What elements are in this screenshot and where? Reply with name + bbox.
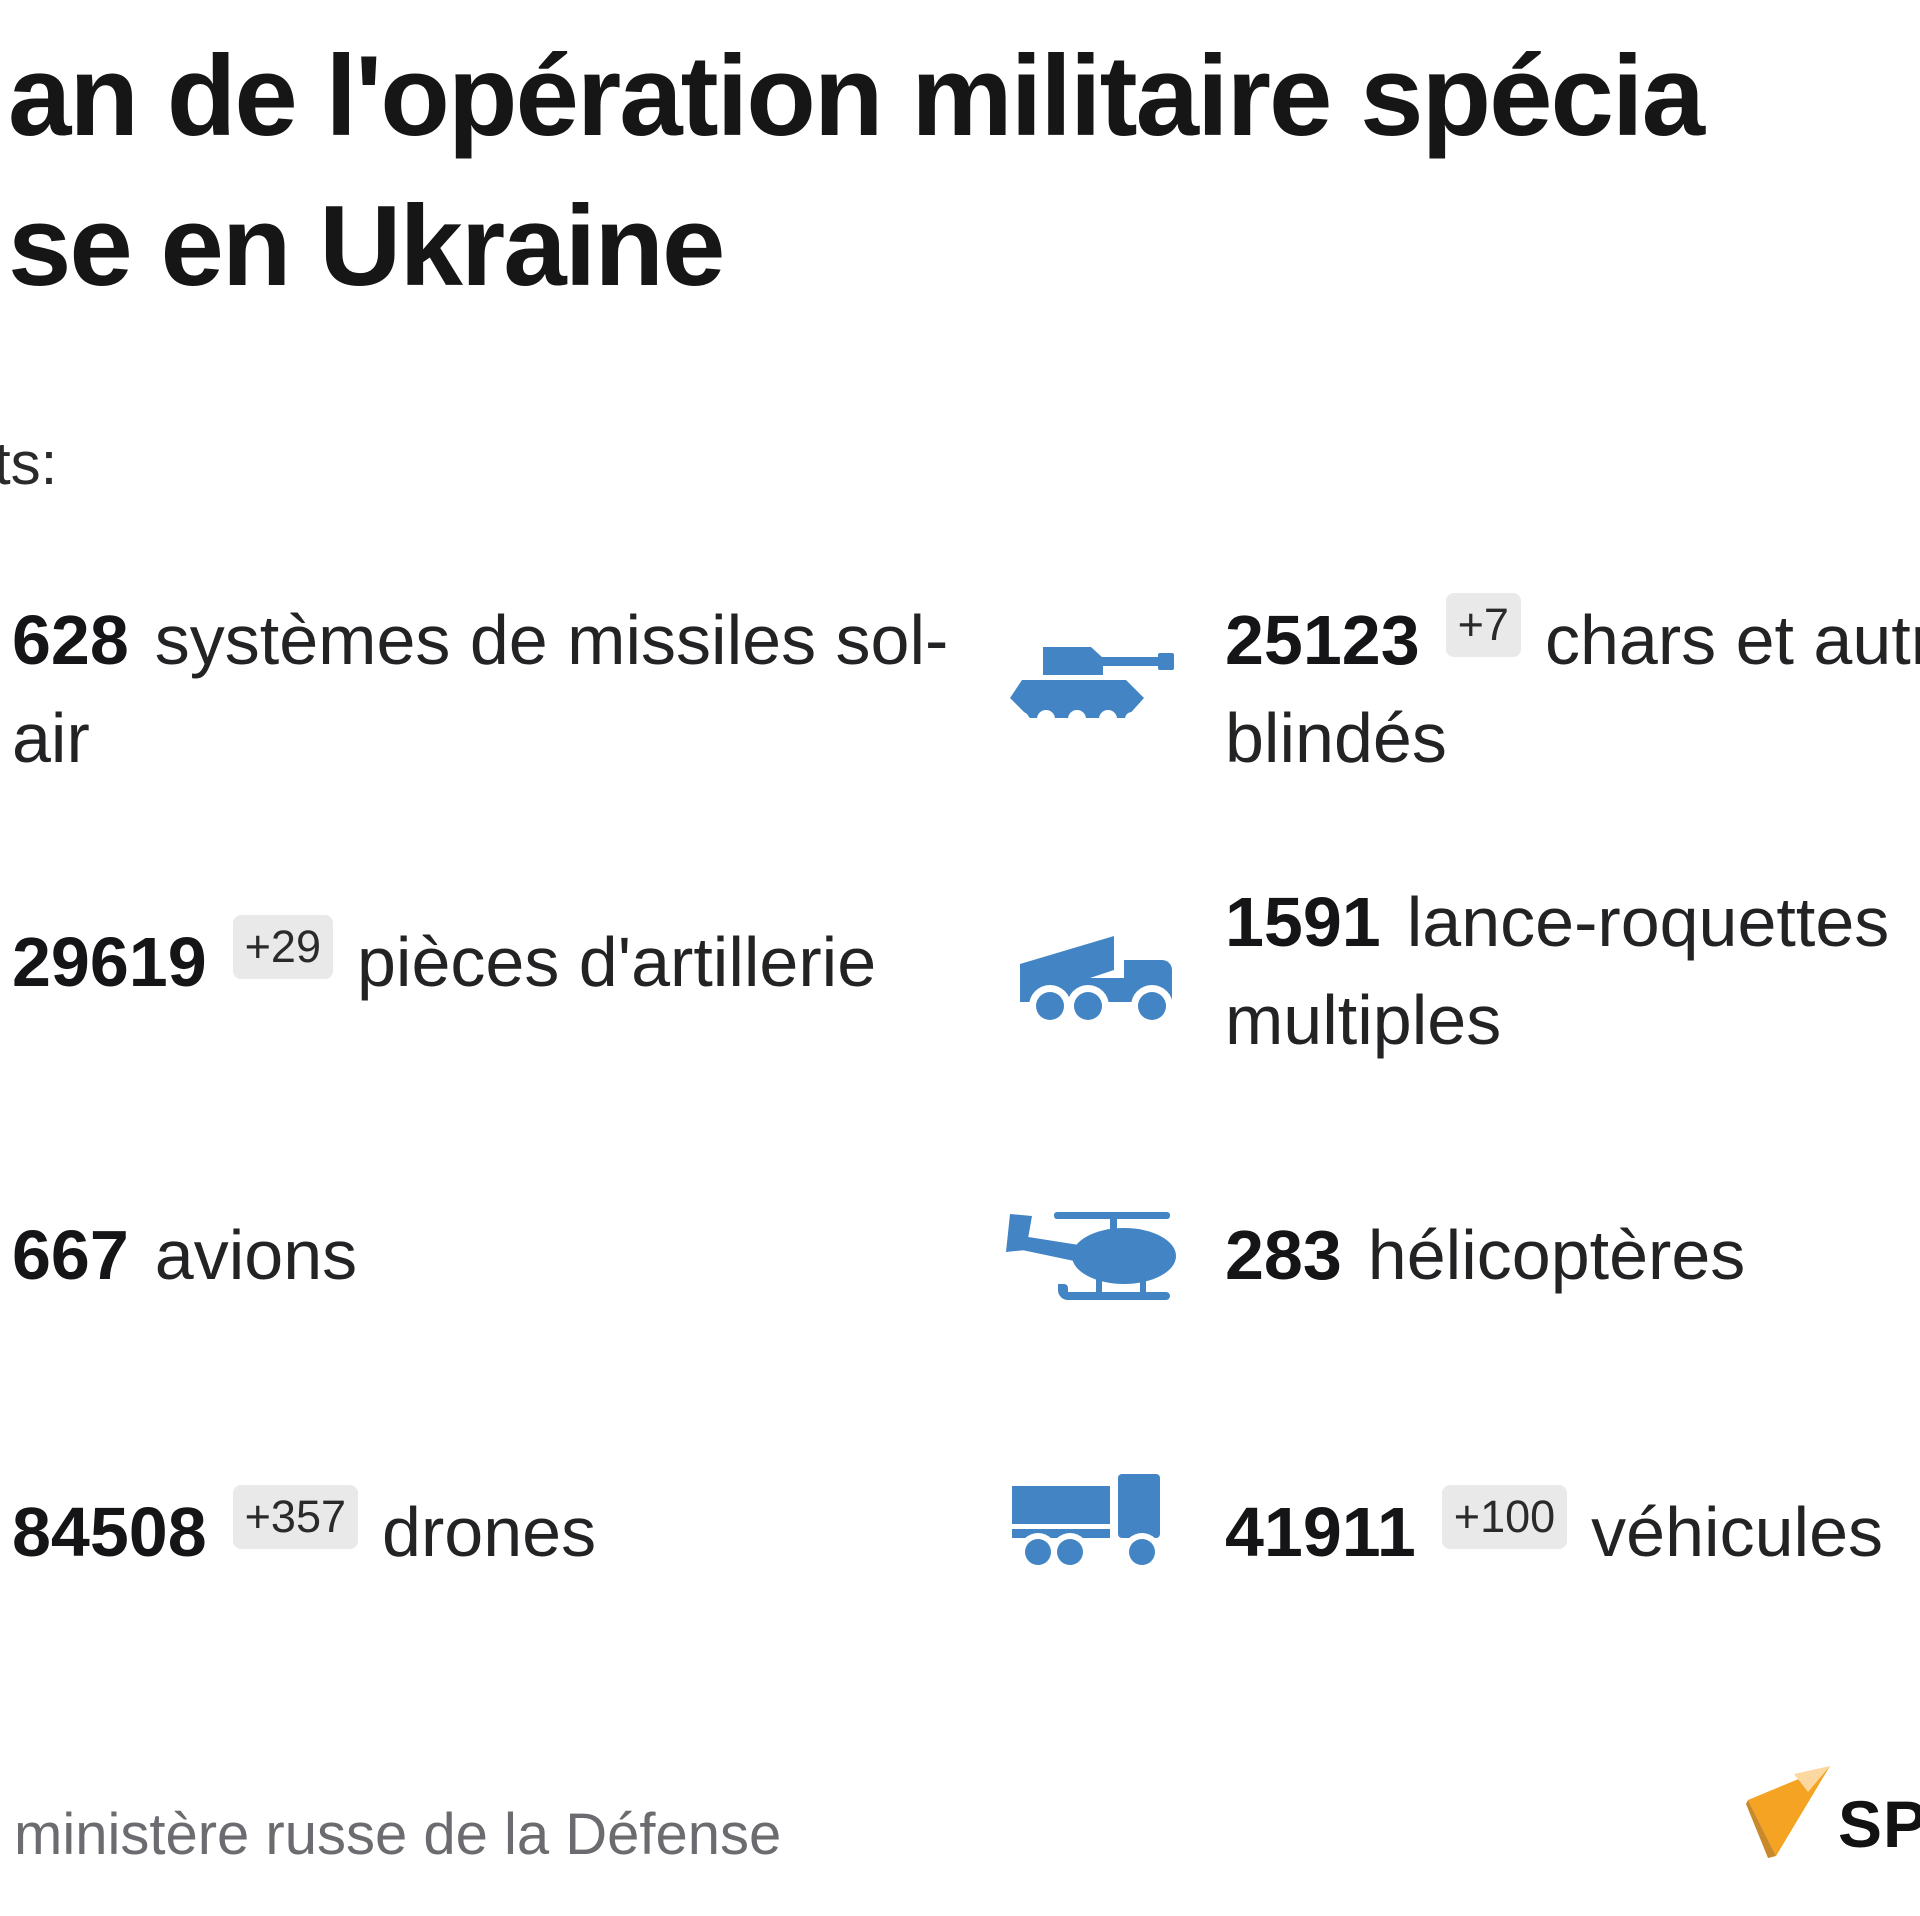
stat-label: véhicules — [1591, 1493, 1883, 1571]
brand-name-fragment: SP — [1838, 1787, 1920, 1861]
stat-label: lance-roquettes multiples — [1225, 883, 1890, 1059]
stat-value: 628 — [12, 601, 129, 679]
mlrs-launcher-icon — [1012, 918, 1180, 1028]
stat-label: systèmes de missiles sol- air — [12, 601, 949, 777]
stat-value: 29619 — [12, 923, 207, 1001]
stat-value: 667 — [12, 1216, 129, 1294]
page-title-line2: se en Ukraine — [8, 183, 725, 310]
tank-icon — [1008, 612, 1176, 724]
page-title-line1: an de l'opération militaire spécia — [8, 33, 1705, 160]
source-credit: ministère russe de la Défense — [14, 1802, 782, 1867]
stat-label: drones — [382, 1493, 597, 1571]
stat-rocket-launchers: 1591 lance-roquettes multiples — [1225, 873, 1920, 1069]
stat-drones: 84508 +357 drones — [12, 1483, 1072, 1581]
delta-badge: +29 — [232, 915, 333, 979]
stat-label: hélicoptères — [1367, 1216, 1746, 1294]
stat-value: 41911 — [1225, 1493, 1416, 1571]
stat-planes: 667 avions — [12, 1206, 1072, 1304]
stat-label: avions — [154, 1216, 358, 1294]
stat-value: 25123 — [1225, 601, 1420, 679]
stat-artillery: 29619 +29 pièces d'artillerie — [12, 913, 1072, 1011]
stat-value: 283 — [1225, 1216, 1342, 1294]
helicopter-icon — [998, 1192, 1182, 1312]
sputnik-logo: SP — [1746, 1760, 1920, 1870]
delta-badge: +100 — [1441, 1485, 1568, 1549]
page-title: an de l'opération militaire spécia se en… — [8, 22, 1705, 322]
stat-vehicles: 41911 +100 véhicules — [1225, 1483, 1920, 1581]
section-heading-fragment: ts: — [0, 430, 58, 497]
stat-value: 84508 — [12, 1493, 207, 1571]
stat-helicopters: 283 hélicoptères — [1225, 1206, 1920, 1304]
stat-label: chars et autres blindés — [1225, 601, 1920, 777]
stat-missile-systems: 628 systèmes de missiles sol- air — [12, 591, 1072, 787]
stat-value: 1591 — [1225, 883, 1381, 961]
delta-badge: +357 — [232, 1485, 359, 1549]
stat-label: pièces d'artillerie — [357, 923, 877, 1001]
delta-badge: +7 — [1445, 593, 1521, 657]
sputnik-arrow-icon — [1746, 1764, 1834, 1858]
truck-icon — [1012, 1474, 1176, 1576]
